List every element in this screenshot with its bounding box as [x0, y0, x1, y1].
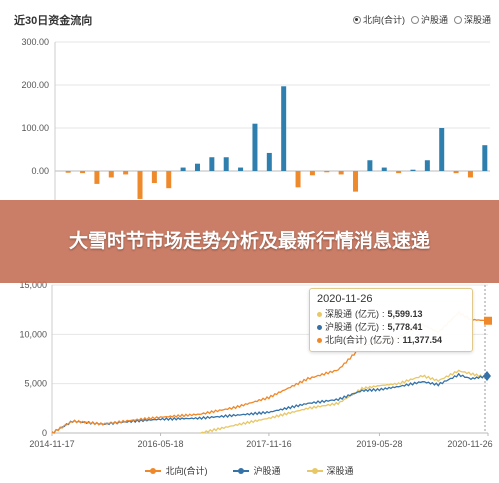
bar	[151, 171, 157, 184]
radio-button-icon[interactable]	[410, 15, 419, 24]
line-chart-legend: 北向(合计) 沪股通 深股通	[0, 464, 499, 477]
tooltip-value: 11,377.54	[402, 335, 443, 345]
tooltip-row-shanghai: 沪股通 (亿元): 5,778.41	[317, 321, 465, 334]
radio-label: 深股通	[463, 15, 491, 25]
legend-label: 深股通	[326, 466, 354, 476]
bar-y-tick-label: 300.00	[21, 37, 49, 47]
bar	[324, 171, 330, 173]
line-x-tick-label: 2017-11-16	[246, 439, 291, 449]
tooltip-row-northbound: 北向(合计) (亿元): 11,377.54	[317, 334, 465, 347]
radio-button-icon[interactable]	[453, 15, 462, 24]
bar-y-tick-label: 200.00	[21, 80, 49, 90]
line-y-tick-label: 10,000	[19, 329, 47, 339]
line-x-tick-label: 2020-11-26	[447, 439, 492, 449]
bar	[209, 157, 215, 171]
radio-shenzhen-connect[interactable]: 深股通	[453, 13, 491, 26]
radio-shanghai-connect[interactable]: 沪股通	[410, 13, 448, 26]
daily-flow-title: 近30日资金流向	[14, 15, 93, 27]
article-title-banner: 大雪时节市场走势分析及最新行情消息速递	[0, 200, 499, 283]
bar	[123, 171, 129, 175]
bar	[396, 171, 402, 174]
line-x-tick-label: 2019-05-28	[356, 439, 402, 449]
series-line	[200, 369, 489, 434]
tooltip-unit: (亿元)	[355, 309, 380, 319]
bar-chart-grid	[54, 41, 490, 200]
bar	[94, 171, 100, 184]
radio-label: 北向(合计)	[362, 15, 405, 25]
tooltip-dot-icon	[317, 312, 322, 317]
legend-swatch-icon	[145, 467, 162, 474]
bar	[80, 171, 86, 174]
bar-chart-bars	[65, 86, 488, 199]
line-x-tick-label: 2016-05-18	[138, 439, 184, 449]
bar	[266, 152, 272, 171]
bar	[137, 171, 143, 199]
bar	[338, 171, 344, 175]
daily-flow-panel: 近30日资金流向 北向(合计) 沪股通 深股通 300.00 200.00 100.…	[0, 0, 499, 200]
tooltip-value: 5,599.13	[387, 309, 423, 319]
tooltip-dot-icon	[317, 325, 322, 330]
bar	[180, 167, 186, 171]
line-y-tick-label: 0	[42, 428, 47, 438]
bar	[367, 160, 373, 171]
tooltip-unit: (亿元)	[370, 335, 394, 345]
bar	[108, 171, 114, 178]
legend-swatch-icon	[306, 467, 323, 474]
bar	[194, 163, 200, 171]
bar	[467, 171, 473, 178]
series-end-marker	[484, 316, 492, 325]
series-line	[51, 372, 489, 434]
legend-item-shanghai-connect[interactable]: 沪股通	[233, 464, 281, 477]
line-chart-x-axis: 2014-11-17 2016-05-18 2017-11-16 2019-05-28…	[29, 433, 493, 449]
legend-item-shenzhen-connect[interactable]: 深股通	[306, 464, 354, 477]
radio-button-icon[interactable]	[352, 15, 361, 24]
series-end-marker	[483, 370, 491, 381]
bar-y-tick-label: 100.00	[21, 123, 49, 133]
bar	[424, 160, 430, 171]
bar	[381, 167, 387, 171]
bar	[482, 145, 488, 171]
line-y-tick-label: 5,000	[24, 379, 47, 389]
tooltip-separator: :	[382, 309, 385, 319]
bar	[309, 171, 315, 176]
flow-radio-group: 北向(合计) 沪股通 深股通	[352, 13, 491, 26]
bar	[238, 167, 244, 171]
tooltip-separator: :	[382, 322, 385, 332]
bar	[65, 171, 71, 173]
legend-label: 沪股通	[253, 466, 281, 476]
bar	[281, 86, 287, 171]
legend-label: 北向(合计)	[165, 466, 208, 476]
legend-item-northbound[interactable]: 北向(合计)	[145, 464, 207, 477]
bar	[410, 169, 416, 171]
tooltip-value: 5,778.41	[387, 322, 423, 332]
line-y-tick-label: 15,000	[19, 280, 47, 290]
chart-tooltip: 2020-11-26 深股通 (亿元): 5,599.13 沪股通 (亿元): 5,…	[309, 288, 473, 352]
bar	[439, 128, 445, 171]
line-chart-y-axis: 15,000 10,000 5,000 0	[19, 280, 47, 438]
tooltip-dot-icon	[317, 338, 322, 343]
bar	[453, 171, 459, 174]
line-x-tick-label: 2014-11-17	[29, 439, 74, 449]
legend-swatch-icon	[233, 467, 250, 474]
tooltip-date: 2020-11-26	[317, 293, 373, 305]
radio-northbound[interactable]: 北向(合计)	[352, 13, 405, 26]
tooltip-row-shenzhen: 深股通 (亿元): 5,599.13	[317, 308, 465, 321]
tooltip-unit: (亿元)	[355, 322, 380, 332]
bar	[295, 171, 301, 188]
tooltip-series-name: 北向(合计)	[325, 335, 367, 345]
tooltip-series-name: 沪股通	[325, 322, 353, 332]
article-title: 大雪时节市场走势分析及最新行情消息速递	[68, 230, 430, 252]
bar	[166, 171, 172, 189]
bar	[353, 171, 359, 192]
tooltip-separator: :	[397, 335, 400, 345]
bar	[223, 157, 229, 171]
bar	[252, 123, 258, 171]
tooltip-series-name: 深股通	[325, 309, 353, 319]
bar-y-tick-label: 0.00	[31, 166, 49, 176]
radio-label: 沪股通	[420, 15, 448, 25]
